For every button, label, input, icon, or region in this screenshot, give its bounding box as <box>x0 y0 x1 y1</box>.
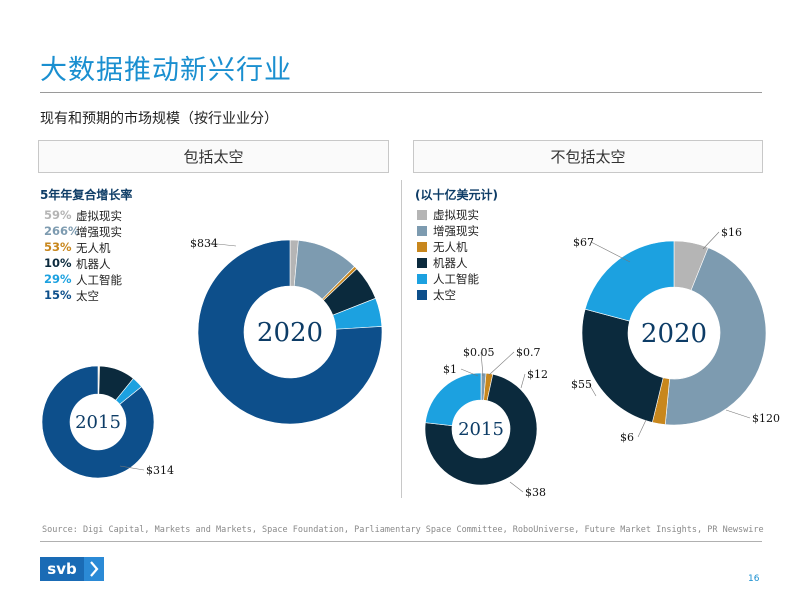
legend-swatch <box>417 210 427 220</box>
cagr-label: 机器人 <box>76 257 111 271</box>
donut-slice-excl-space-2020-4 <box>584 240 675 322</box>
leader-line <box>590 241 631 263</box>
cagr-row: 53% 无人机 <box>44 240 111 256</box>
data-label: $834 <box>190 237 218 250</box>
cagr-row: 59% 虚拟现实 <box>44 208 122 224</box>
cagr-pct: 15% <box>44 288 72 302</box>
leader-line <box>509 481 524 493</box>
data-label: $1 <box>443 363 457 376</box>
donut-slice-excl-space-2015-3 <box>424 373 538 486</box>
cagr-row: 15% 太空 <box>44 288 99 304</box>
legend-label: 虚拟现实 <box>433 208 479 222</box>
data-label: $12 <box>527 368 548 381</box>
legend-label: 太空 <box>433 288 456 302</box>
footer-divider <box>40 541 762 542</box>
legend-item: 虚拟现实 <box>417 207 479 223</box>
cagr-label: 无人机 <box>76 241 111 255</box>
cagr-pct: 29% <box>44 272 72 286</box>
leader-line <box>520 373 526 389</box>
panel-header-excl-space: 不包括太空 <box>413 140 763 173</box>
cagr-pct: 53% <box>44 240 72 254</box>
data-label: $314 <box>146 464 174 477</box>
leader-line <box>725 409 751 419</box>
legend-item: 无人机 <box>417 239 468 255</box>
legend-swatch <box>417 274 427 284</box>
leader-line <box>480 351 484 377</box>
donut-center-label: 2020 <box>257 318 323 348</box>
data-label: $0.05 <box>463 346 495 359</box>
legend-swatch <box>417 258 427 268</box>
donut-center-label: 2015 <box>75 412 121 433</box>
legend-item: 机器人 <box>417 255 468 271</box>
page-number: 16 <box>748 574 760 584</box>
cagr-label: 增强现实 <box>76 225 122 239</box>
data-label: $67 <box>573 236 594 249</box>
donut-center-label: 2015 <box>458 419 504 440</box>
leader-line <box>460 368 479 377</box>
data-label: $0.7 <box>516 346 541 359</box>
donut-slice-excl-space-2020-1 <box>664 247 767 426</box>
donut-slice-incl-space-2015-5 <box>41 365 155 479</box>
cagr-row: 10% 机器人 <box>44 256 111 272</box>
cagr-pct: 266% <box>44 224 80 238</box>
donut-slice-excl-space-2015-4 <box>425 372 482 427</box>
leader-line <box>702 231 720 250</box>
logo-text: svb <box>40 557 84 581</box>
cagr-label: 人工智能 <box>76 273 122 287</box>
leader-line <box>207 242 237 247</box>
cagr-pct: 10% <box>44 256 72 270</box>
cagr-pct: 59% <box>44 208 72 222</box>
chevron-right-icon <box>84 557 104 581</box>
data-label: $38 <box>525 486 546 499</box>
legend-label: 增强现实 <box>433 224 479 238</box>
legend-label: 机器人 <box>433 256 468 270</box>
data-label: $6 <box>620 431 634 444</box>
cagr-row: 266% 增强现实 <box>44 224 122 240</box>
page-subtitle: 现有和预期的市场规模（按行业业分） <box>40 111 278 127</box>
panel-divider <box>401 180 402 498</box>
legend-swatch <box>417 290 427 300</box>
legend-item: 太空 <box>417 287 456 303</box>
cagr-label: 虚拟现实 <box>76 209 122 223</box>
cagr-label: 太空 <box>76 289 99 303</box>
page-title: 大数据推动新兴行业 <box>40 55 292 86</box>
leader-line <box>488 351 515 376</box>
data-label: $55 <box>571 378 592 391</box>
leader-line <box>637 419 647 438</box>
leader-line <box>588 383 597 397</box>
cagr-heading: 5年年复合增长率 <box>40 188 133 202</box>
source-note: Source: Digi Capital, Markets and Market… <box>42 525 764 535</box>
title-divider <box>40 92 762 93</box>
panel-header-incl-space: 包括太空 <box>38 140 389 173</box>
leader-line <box>119 465 145 471</box>
legend-swatch <box>417 226 427 236</box>
donut-slice-excl-space-2020-3 <box>581 308 664 423</box>
data-label: $120 <box>752 412 780 425</box>
legend-item: 增强现实 <box>417 223 479 239</box>
units-heading: (以十亿美元计) <box>415 188 498 202</box>
data-label: $16 <box>721 226 742 239</box>
legend-swatch <box>417 242 427 252</box>
cagr-row: 29% 人工智能 <box>44 272 122 288</box>
legend-item: 人工智能 <box>417 271 479 287</box>
legend-label: 无人机 <box>433 240 468 254</box>
donut-center-label: 2020 <box>641 319 707 349</box>
svb-logo: svb <box>40 557 104 581</box>
legend-label: 人工智能 <box>433 272 479 286</box>
donut-slice-incl-space-2020-5 <box>197 239 383 425</box>
